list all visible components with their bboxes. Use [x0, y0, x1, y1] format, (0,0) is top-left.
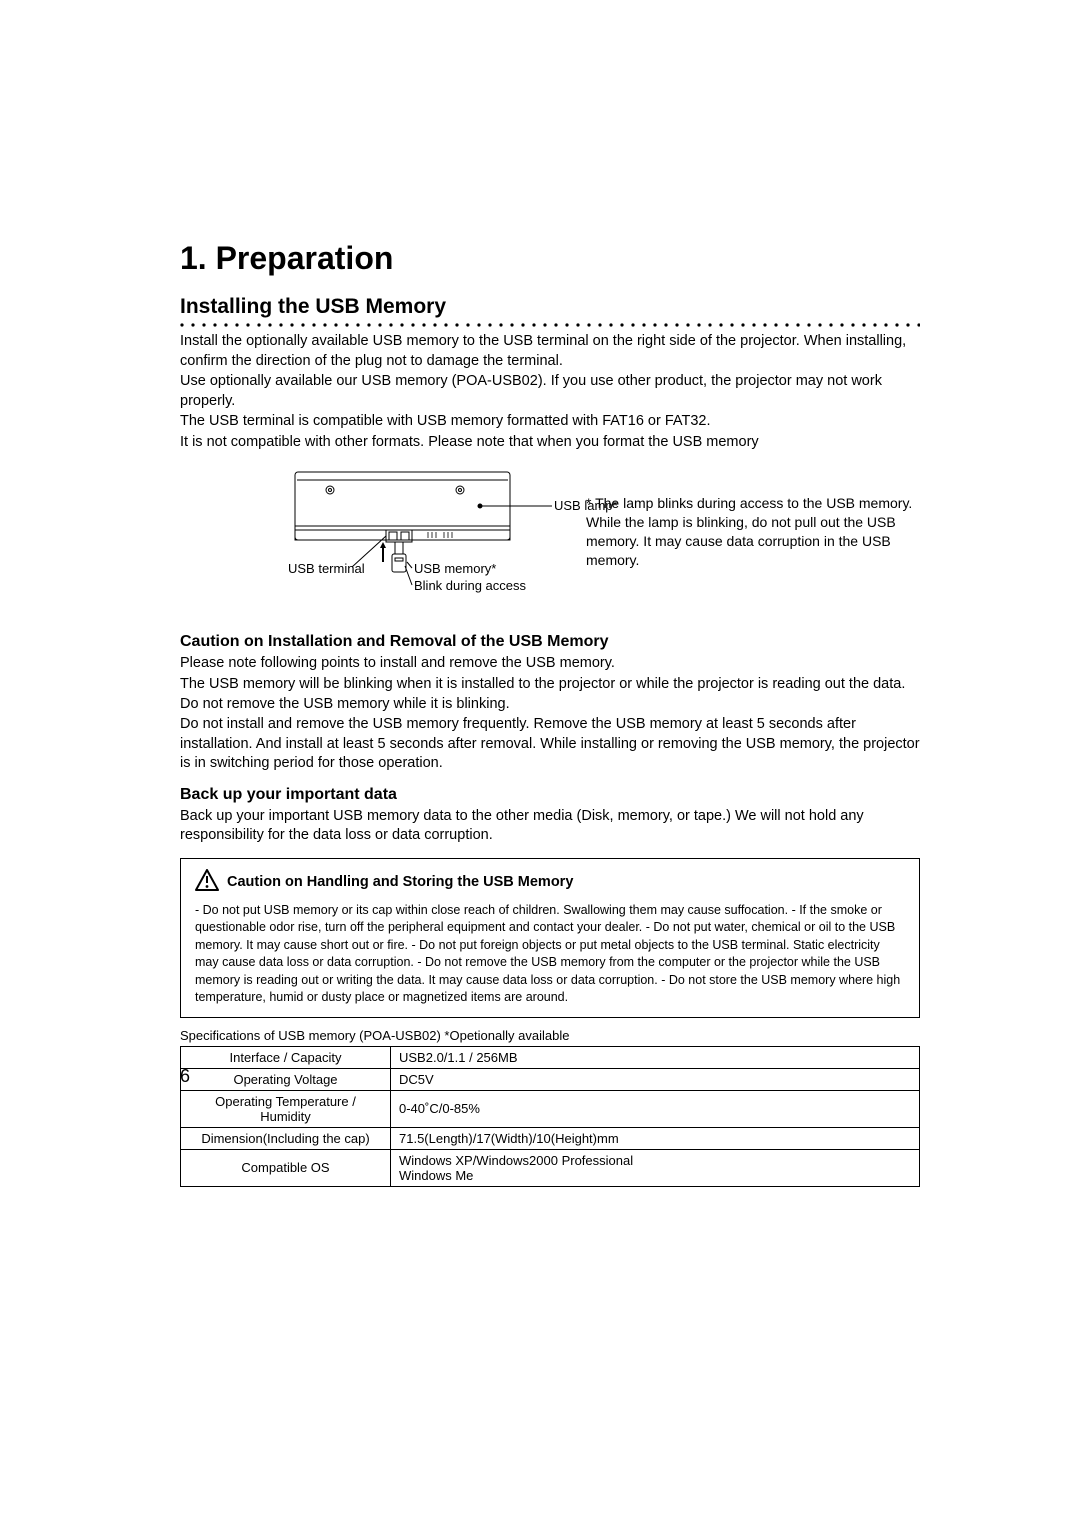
label-blink: Blink during access	[414, 578, 526, 593]
intro-text: Install the optionally available USB mem…	[180, 332, 920, 452]
caution-paragraph: Do not install and remove the USB memory…	[180, 715, 920, 774]
intro-paragraph: The USB terminal is compatible with USB …	[180, 412, 920, 432]
spec-caption: Specifications of USB memory (POA-USB02)…	[180, 1028, 920, 1043]
table-row: Interface / CapacityUSB2.0/1.1 / 256MB	[181, 1046, 920, 1068]
spec-value: DC5V	[391, 1068, 920, 1090]
spec-label: Dimension(Including the cap)	[181, 1127, 391, 1149]
backup-heading: Back up your important data	[180, 786, 920, 804]
handling-caution-title: Caution on Handling and Storing the USB …	[227, 874, 573, 890]
intro-paragraph: It is not compatible with other formats.…	[180, 433, 920, 453]
note-text: The lamp blinks during access to the USB…	[586, 495, 912, 568]
backup-text: Back up your important USB memory data t…	[180, 807, 920, 846]
table-row: Compatible OSWindows XP/Windows2000 Prof…	[181, 1149, 920, 1186]
spec-table: Interface / CapacityUSB2.0/1.1 / 256MBOp…	[180, 1046, 920, 1187]
intro-paragraph: Use optionally available our USB memory …	[180, 372, 920, 411]
handling-caution-box: Caution on Handling and Storing the USB …	[180, 858, 920, 1018]
caution-install-body: Please note following points to install …	[180, 654, 920, 773]
page-number: 6	[180, 1066, 190, 1087]
spec-value: Windows XP/Windows2000 ProfessionalWindo…	[391, 1149, 920, 1186]
caution-paragraph: Please note following points to install …	[180, 654, 920, 674]
handling-caution-body: - Do not put USB memory or its cap withi…	[195, 902, 905, 1007]
projector-diagram: USB terminal USB memory* Blink during ac…	[180, 466, 920, 621]
section-title: Installing the USB Memory	[180, 295, 920, 319]
warning-icon	[195, 869, 219, 896]
spec-value: 0-40˚C/0-85%	[391, 1090, 920, 1127]
diagram-note: * The lamp blinks during access to the U…	[580, 466, 920, 570]
table-row: Operating VoltageDC5V	[181, 1068, 920, 1090]
page-content: 1. Preparation Installing the USB Memory…	[180, 240, 920, 1187]
table-row: Dimension(Including the cap)71.5(Length)…	[181, 1127, 920, 1149]
label-usb-lamp: USB lamp*	[554, 498, 618, 513]
spec-value: 71.5(Length)/17(Width)/10(Height)mm	[391, 1127, 920, 1149]
spec-label: Compatible OS	[181, 1149, 391, 1186]
spec-value: USB2.0/1.1 / 256MB	[391, 1046, 920, 1068]
caution-install-heading: Caution on Installation and Removal of t…	[180, 633, 920, 651]
spec-label: Interface / Capacity	[181, 1046, 391, 1068]
spec-label: Operating Temperature / Humidity	[181, 1090, 391, 1127]
chapter-title: 1. Preparation	[180, 240, 920, 277]
spec-label: Operating Voltage	[181, 1068, 391, 1090]
label-usb-terminal: USB terminal	[288, 561, 365, 576]
intro-paragraph: Install the optionally available USB mem…	[180, 332, 920, 371]
dotted-rule	[180, 322, 920, 328]
table-row: Operating Temperature / Humidity0-40˚C/0…	[181, 1090, 920, 1127]
caution-paragraph: The USB memory will be blinking when it …	[180, 675, 920, 714]
label-usb-memory: USB memory*	[414, 561, 496, 576]
